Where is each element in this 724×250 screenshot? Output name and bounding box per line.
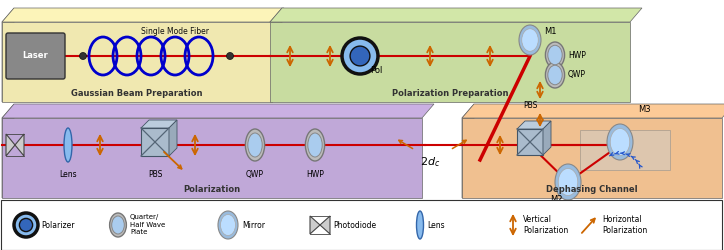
Bar	[517, 129, 543, 155]
Ellipse shape	[248, 133, 262, 157]
Ellipse shape	[111, 216, 125, 234]
Bar	[1, 200, 722, 250]
Bar	[2, 22, 272, 102]
FancyBboxPatch shape	[6, 33, 65, 79]
Bar	[462, 118, 722, 198]
Text: HWP: HWP	[568, 50, 586, 59]
Polygon shape	[310, 216, 320, 234]
Text: M2: M2	[550, 195, 563, 204]
Polygon shape	[462, 104, 724, 118]
Bar	[2, 118, 422, 198]
Bar	[580, 130, 670, 170]
Text: Horizontal
Polarization: Horizontal Polarization	[602, 215, 647, 235]
Polygon shape	[270, 8, 642, 22]
Ellipse shape	[221, 214, 235, 236]
Text: QWP: QWP	[568, 70, 586, 80]
Polygon shape	[543, 121, 551, 155]
Text: Gaussian Beam Preparation: Gaussian Beam Preparation	[71, 89, 203, 98]
Ellipse shape	[610, 128, 630, 156]
Text: Polarization: Polarization	[183, 185, 240, 194]
Ellipse shape	[245, 129, 264, 161]
Circle shape	[350, 46, 370, 66]
Ellipse shape	[308, 133, 322, 157]
Text: Polarizer: Polarizer	[41, 220, 75, 230]
Ellipse shape	[64, 128, 72, 162]
Ellipse shape	[218, 211, 238, 239]
Ellipse shape	[545, 62, 565, 88]
Text: M3: M3	[638, 106, 651, 114]
Circle shape	[227, 52, 234, 60]
Ellipse shape	[522, 29, 538, 51]
Polygon shape	[320, 216, 330, 234]
Ellipse shape	[416, 211, 424, 239]
Polygon shape	[2, 104, 14, 198]
Text: Laser: Laser	[22, 52, 48, 60]
Polygon shape	[517, 121, 551, 129]
Polygon shape	[15, 134, 24, 156]
Text: $2d_c$: $2d_c$	[420, 155, 440, 169]
Circle shape	[20, 218, 33, 232]
Ellipse shape	[109, 213, 127, 237]
Text: QWP: QWP	[246, 170, 264, 179]
Text: PBS: PBS	[523, 101, 537, 110]
Circle shape	[342, 38, 378, 74]
Ellipse shape	[548, 65, 563, 85]
Text: Single Mode Fiber: Single Mode Fiber	[141, 28, 209, 36]
Ellipse shape	[545, 42, 565, 68]
Ellipse shape	[558, 168, 578, 196]
Polygon shape	[270, 8, 282, 102]
Circle shape	[80, 52, 86, 60]
Text: Vertical
Polarization: Vertical Polarization	[523, 215, 568, 235]
Polygon shape	[2, 104, 434, 118]
Bar	[141, 128, 169, 156]
Text: Quarter/
Half Wave
Plate: Quarter/ Half Wave Plate	[130, 214, 165, 236]
Polygon shape	[2, 8, 14, 102]
Circle shape	[14, 213, 38, 237]
Text: M1: M1	[544, 28, 557, 36]
Text: Lens: Lens	[59, 170, 77, 179]
Text: Polarization Preparation: Polarization Preparation	[392, 89, 508, 98]
Text: Mirror: Mirror	[242, 220, 265, 230]
Text: Lens: Lens	[427, 220, 445, 230]
Ellipse shape	[519, 25, 541, 55]
Polygon shape	[462, 104, 474, 198]
Text: Photodiode: Photodiode	[333, 220, 376, 230]
Ellipse shape	[306, 129, 324, 161]
Bar	[270, 22, 630, 102]
Text: Pol: Pol	[370, 66, 382, 75]
Polygon shape	[169, 120, 177, 156]
Ellipse shape	[555, 164, 581, 200]
Text: HWP: HWP	[306, 170, 324, 179]
Polygon shape	[141, 120, 177, 128]
Ellipse shape	[607, 124, 633, 160]
Text: PBS: PBS	[148, 170, 162, 179]
Text: Dephasing Channel: Dephasing Channel	[546, 185, 638, 194]
Polygon shape	[6, 134, 15, 156]
Ellipse shape	[548, 45, 563, 65]
Polygon shape	[2, 8, 284, 22]
